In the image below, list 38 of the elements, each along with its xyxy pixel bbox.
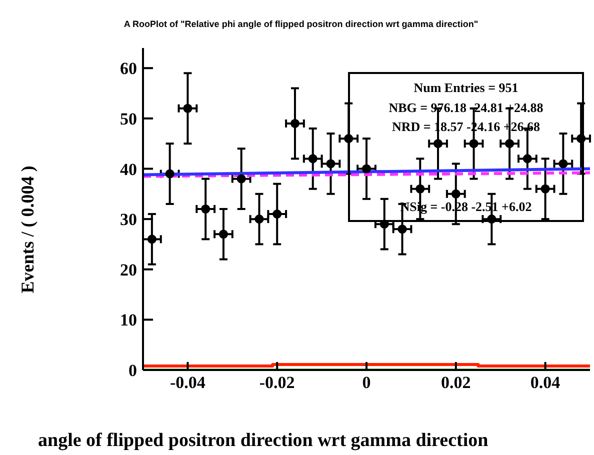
point xyxy=(218,230,228,239)
point xyxy=(362,164,372,174)
y-tick-label: 30 xyxy=(120,210,137,230)
point xyxy=(505,139,514,148)
y-tick-label: 0 xyxy=(128,361,137,380)
y-tick-label: 10 xyxy=(120,310,137,330)
x-tick-label: -0.04 xyxy=(170,373,206,392)
point xyxy=(236,174,246,184)
x-tick-label: 0.04 xyxy=(530,373,561,392)
point xyxy=(308,154,318,164)
point xyxy=(183,104,192,113)
point xyxy=(201,204,210,214)
x-tick-label: 0.02 xyxy=(441,373,471,392)
point xyxy=(165,169,174,178)
y-tick-label: 20 xyxy=(120,260,137,280)
point xyxy=(416,184,425,194)
point xyxy=(272,210,282,219)
point xyxy=(451,189,460,198)
point xyxy=(558,159,568,168)
point xyxy=(254,214,264,224)
point xyxy=(290,118,300,128)
point xyxy=(326,159,336,168)
point xyxy=(147,234,156,244)
y-axis-title: Events / ( 0.004 ) xyxy=(18,165,38,293)
point xyxy=(540,184,550,194)
x-tick-label: 0 xyxy=(362,373,371,392)
point xyxy=(469,139,478,148)
chart-title: A RooPlot of "Relative phi angle of flipped positron direction wrt gamma direction" xyxy=(122,18,480,31)
annotation: Num Entries = 951 xyxy=(414,80,518,95)
x-tick-label: -0.02 xyxy=(259,373,295,392)
x-axis-title: angle of flipped positron direction wrt gamma direction xyxy=(38,430,488,452)
point xyxy=(434,139,443,148)
point xyxy=(522,154,532,164)
point xyxy=(398,224,407,234)
y-tick-label: 40 xyxy=(120,160,137,179)
y-tick-label: 60 xyxy=(120,59,137,78)
annotation: NBG = 976.18 -24.81 +24.88 xyxy=(388,100,544,115)
y-tick-label: 50 xyxy=(120,109,137,128)
